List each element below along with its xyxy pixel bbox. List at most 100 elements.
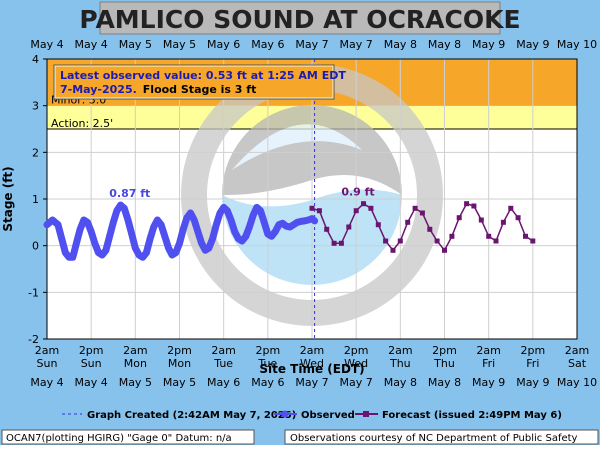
forecast-point: [331, 240, 337, 246]
x-time-label: 2pm: [432, 344, 457, 357]
forecast-point: [486, 233, 492, 239]
observed-point: [150, 223, 157, 231]
observed-point: [69, 254, 77, 261]
x-time-label: 2pm: [79, 344, 104, 357]
x-time-label: 2am: [300, 344, 324, 357]
forecast-point: [353, 208, 359, 214]
forecast-point: [346, 224, 352, 230]
observed-point: [209, 235, 216, 242]
x-day-label: Sun: [81, 357, 102, 370]
forecast-point: [324, 226, 330, 232]
y-tick-label: -1: [28, 286, 39, 299]
bottom-date-label: May 4: [30, 376, 63, 389]
y-tick-label: -2: [28, 333, 39, 346]
peak-annotation: 0.87 ft: [109, 187, 150, 200]
bottom-date-label: May 5: [119, 376, 152, 389]
info-date-line: 7-May-2025. Flood Stage is 3 ft: [60, 83, 256, 96]
top-date-label: May 7: [295, 38, 328, 51]
y-tick-label: 2: [32, 146, 39, 159]
observed-point: [257, 207, 264, 214]
watermark-gull: [232, 124, 362, 170]
forecast-point: [397, 238, 403, 244]
x-day-label: Sat: [568, 357, 587, 370]
x-day-label: Wed: [344, 357, 368, 370]
x-time-label: 2am: [123, 344, 147, 357]
observed-point: [99, 251, 106, 259]
observed-point: [76, 226, 84, 233]
y-axis-label: Stage (ft): [1, 166, 15, 231]
forecast-point: [508, 205, 514, 211]
forecast-point: [427, 226, 433, 232]
top-date-label: May 6: [207, 38, 240, 51]
y-tick-label: 4: [32, 53, 39, 66]
observed-point: [132, 244, 139, 252]
forecast-point: [500, 219, 506, 225]
observed-point: [102, 247, 110, 254]
top-date-label: May 7: [340, 38, 373, 51]
top-date-label: May 5: [163, 38, 196, 51]
info-box-inner: [54, 65, 334, 99]
observed-point: [187, 209, 194, 217]
observed-point: [121, 205, 128, 212]
forecast-series: [309, 201, 536, 253]
forecast-point: [412, 205, 418, 211]
x-day-label: Thu: [389, 357, 411, 370]
observed-point: [227, 216, 235, 224]
forecast-point: [434, 238, 440, 244]
observed-point: [110, 219, 117, 226]
observed-point: [106, 233, 113, 240]
bottom-date-label: May 6: [251, 376, 284, 389]
observed-point: [54, 221, 62, 228]
footer-courtesy: Observations courtesy of NC Department o…: [290, 433, 578, 444]
title-bar: [99, 1, 501, 35]
observed-point: [249, 212, 257, 219]
info-flood-stage: Flood Stage is 3 ft: [143, 83, 257, 96]
observed-point: [231, 228, 238, 235]
bottom-date-label: May 9: [516, 376, 549, 389]
bottom-date-label: May 6: [207, 376, 240, 389]
observed-point: [198, 240, 205, 247]
observed-point: [246, 223, 253, 231]
top-date-label: May 6: [251, 38, 284, 51]
bottom-date-label: May 8: [384, 376, 417, 389]
x-day-labels: Sun Sun Mon Mon Tue Tue Wed Wed Thu Thu Fri Fri Sat: [37, 357, 587, 370]
observed-point: [194, 228, 202, 235]
legend-forecast-marker: [363, 411, 369, 417]
y-tick-label: 1: [32, 193, 39, 206]
observed-point: [268, 233, 275, 240]
bottom-date-labels: May 4 May 4 May 5 May 5 May 6 May 6 May 7 May 7…: [30, 376, 597, 389]
x-time-labels: 2am 2pm 2am 2pm 2am 2pm 2am 2pm 2am 2pm 2am 2pm 2am: [35, 344, 589, 357]
legend: Graph Created (2:42AM May 7, 2025) Obser…: [62, 410, 562, 421]
forecast-point: [375, 222, 381, 228]
observed-point: [128, 230, 135, 238]
footer-right-box: [284, 429, 599, 445]
observed-point: [124, 216, 132, 224]
observed-point: [242, 233, 249, 240]
x-day-label: Sun: [37, 357, 58, 370]
forecast-point: [449, 233, 455, 239]
top-date-label: May 9: [516, 38, 549, 51]
observed-series: [43, 201, 319, 261]
x-time-label: 2pm: [255, 344, 280, 357]
observed-point: [311, 217, 318, 225]
observed-point: [143, 249, 150, 256]
observed-point: [154, 216, 161, 224]
observed-point: [146, 235, 154, 242]
bottom-date-label: May 4: [75, 376, 108, 389]
x-time-label: 2am: [476, 344, 500, 357]
forecast-point: [530, 238, 536, 244]
top-date-label: May 10: [557, 38, 597, 51]
footer-left-box: [1, 429, 255, 445]
observed-point: [224, 207, 231, 214]
forecast-point: [493, 238, 499, 244]
top-date-label: May 5: [119, 38, 152, 51]
observed-point: [91, 240, 99, 247]
bottom-date-label: May 9: [472, 376, 505, 389]
top-date-labels: May 4 May 4 May 5 May 5 May 6 May 6 May 7 May 7…: [30, 38, 597, 51]
x-time-label: 2pm: [344, 344, 369, 357]
threshold-label: Action: 2.5': [51, 117, 113, 130]
top-date-label: May 4: [30, 38, 63, 51]
peak-annotation: 0.9 ft: [341, 186, 374, 199]
x-day-label: Fri: [482, 357, 495, 370]
